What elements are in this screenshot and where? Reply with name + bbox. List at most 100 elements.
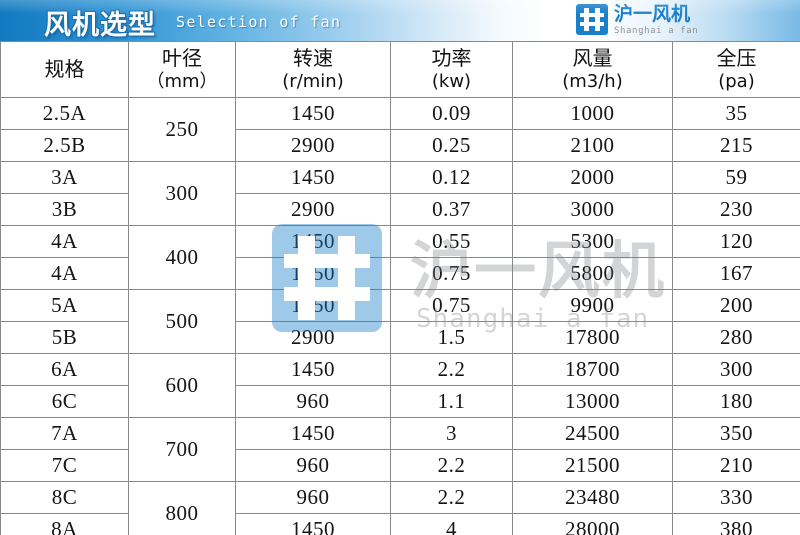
- cell-airflow: 24500: [512, 417, 673, 450]
- table-row: 8A 1450 4 28000 380: [0, 513, 800, 535]
- table-row: 7C 960 2.2 21500 210: [0, 449, 800, 482]
- column-header-pressure-label: 全压: [716, 45, 757, 70]
- column-header-pressure: 全压 (pa): [672, 41, 800, 98]
- cell-spec: 2.5B: [0, 129, 129, 162]
- column-header-airflow-unit: (m3/h): [562, 70, 623, 92]
- cell-spec: 8C: [0, 481, 129, 514]
- table-row: 5B 2900 1.5 17800 280: [0, 321, 800, 354]
- column-header-power-unit: (kw): [431, 70, 472, 92]
- cell-pressure: 215: [672, 129, 800, 162]
- cell-airflow: 28000: [512, 513, 673, 535]
- company-logo-text: 沪一风机 Shanghai a fan: [614, 4, 698, 36]
- cell-pressure: 210: [672, 449, 800, 482]
- table-row: 6A 600 1450 2.2 18700 300: [0, 353, 800, 418]
- cell-power: 0.75: [390, 289, 513, 322]
- cell-speed: 960: [235, 449, 391, 482]
- cell-diameter: 600: [128, 353, 236, 418]
- cell-airflow: 1000: [512, 97, 673, 130]
- cell-pressure: 120: [672, 225, 800, 258]
- column-header-speed-unit: (r/min): [282, 70, 344, 92]
- table-row: 4A 1450 0.75 5800 167: [0, 257, 800, 290]
- cell-pressure: 230: [672, 193, 800, 226]
- cell-pressure: 300: [672, 353, 800, 386]
- cell-airflow: 13000: [512, 385, 673, 418]
- cell-speed: 2900: [235, 321, 391, 354]
- column-header-pressure-unit: (pa): [718, 70, 755, 92]
- table-row: 5A 500 1450 0.75 9900 200: [0, 289, 800, 354]
- table-row: 7A 700 1450 3 24500 350: [0, 417, 800, 482]
- cell-airflow: 23480: [512, 481, 673, 514]
- table-row: 2.5A 250 1450 0.09 1000 35: [0, 97, 800, 162]
- column-header-speed-label: 转速: [293, 45, 333, 70]
- cell-airflow: 3000: [512, 193, 673, 226]
- table-row: 6C 960 1.1 13000 180: [0, 385, 800, 418]
- cell-spec: 4A: [0, 225, 129, 258]
- cell-diameter: 300: [128, 161, 236, 226]
- page-subtitle: Selection of fan: [176, 13, 342, 31]
- table-header-row: 规格 叶径 （mm） 转速 (r/min) 功率 (kw): [0, 41, 800, 98]
- cell-power: 1.5: [390, 321, 513, 354]
- column-header-spec: 规格: [0, 41, 129, 98]
- cell-spec: 7A: [0, 417, 129, 450]
- table-row: 3A 300 1450 0.12 2000 59: [0, 161, 800, 226]
- cell-speed: 1450: [235, 289, 391, 322]
- cell-diameter: 700: [128, 417, 236, 482]
- cell-power: 2.2: [390, 449, 513, 482]
- column-header-diameter-label: 叶径: [162, 45, 202, 70]
- fan-specification-table: 规格 叶径 （mm） 转速 (r/min) 功率 (kw): [0, 41, 800, 535]
- cell-pressure: 330: [672, 481, 800, 514]
- cell-spec: 8A: [0, 513, 129, 535]
- cell-spec: 7C: [0, 449, 129, 482]
- cell-power: 0.25: [390, 129, 513, 162]
- spec-table-container: 规格 叶径 （mm） 转速 (r/min) 功率 (kw): [0, 41, 800, 535]
- cell-power: 2.2: [390, 481, 513, 514]
- cell-power: 2.2: [390, 353, 513, 386]
- cell-spec: 6C: [0, 385, 129, 418]
- cell-pressure: 280: [672, 321, 800, 354]
- cell-spec: 6A: [0, 353, 129, 386]
- cell-power: 0.75: [390, 257, 513, 290]
- cell-speed: 1450: [235, 353, 391, 386]
- column-header-power-label: 功率: [431, 45, 472, 70]
- cell-speed: 1450: [235, 97, 391, 130]
- cell-diameter: 400: [128, 225, 236, 290]
- cell-speed: 1450: [235, 257, 391, 290]
- cell-speed: 1450: [235, 225, 391, 258]
- cell-speed: 2900: [235, 129, 391, 162]
- cell-diameter: 500: [128, 289, 236, 354]
- cell-airflow: 21500: [512, 449, 673, 482]
- column-header-airflow-label: 风量: [572, 45, 613, 70]
- cell-spec: 5A: [0, 289, 129, 322]
- column-header-power: 功率 (kw): [390, 41, 513, 98]
- fan-logo-icon: [576, 4, 608, 35]
- cell-spec: 3B: [0, 193, 129, 226]
- column-header-speed: 转速 (r/min): [235, 41, 391, 98]
- cell-airflow: 2000: [512, 161, 673, 194]
- table-row: 2.5B 2900 0.25 2100 215: [0, 129, 800, 162]
- cell-airflow: 5800: [512, 257, 673, 290]
- cell-airflow: 18700: [512, 353, 673, 386]
- cell-airflow: 5300: [512, 225, 673, 258]
- cell-power: 4: [390, 513, 513, 535]
- cell-pressure: 167: [672, 257, 800, 290]
- cell-power: 0.37: [390, 193, 513, 226]
- cell-power: 3: [390, 417, 513, 450]
- table-header: 规格 叶径 （mm） 转速 (r/min) 功率 (kw): [0, 41, 800, 98]
- table-body: 2.5A 250 1450 0.09 1000 35 2.5B 2900 0.25 2100 215…: [0, 97, 800, 535]
- cell-pressure: 35: [672, 97, 800, 130]
- column-header-spec-label: 规格: [44, 56, 85, 81]
- cell-airflow: 17800: [512, 321, 673, 354]
- company-name-en: Shanghai a fan: [614, 26, 699, 36]
- cell-airflow: 9900: [512, 289, 673, 322]
- cell-power: 0.12: [390, 161, 513, 194]
- column-header-airflow: 风量 (m3/h): [512, 41, 673, 98]
- cell-speed: 1450: [235, 161, 391, 194]
- cell-spec: 2.5A: [0, 97, 129, 130]
- column-header-diameter: 叶径 （mm）: [128, 41, 236, 98]
- cell-power: 0.09: [390, 97, 513, 130]
- cell-speed: 1450: [235, 417, 391, 450]
- cell-pressure: 350: [672, 417, 800, 450]
- cell-airflow: 2100: [512, 129, 673, 162]
- cell-spec: 3A: [0, 161, 129, 194]
